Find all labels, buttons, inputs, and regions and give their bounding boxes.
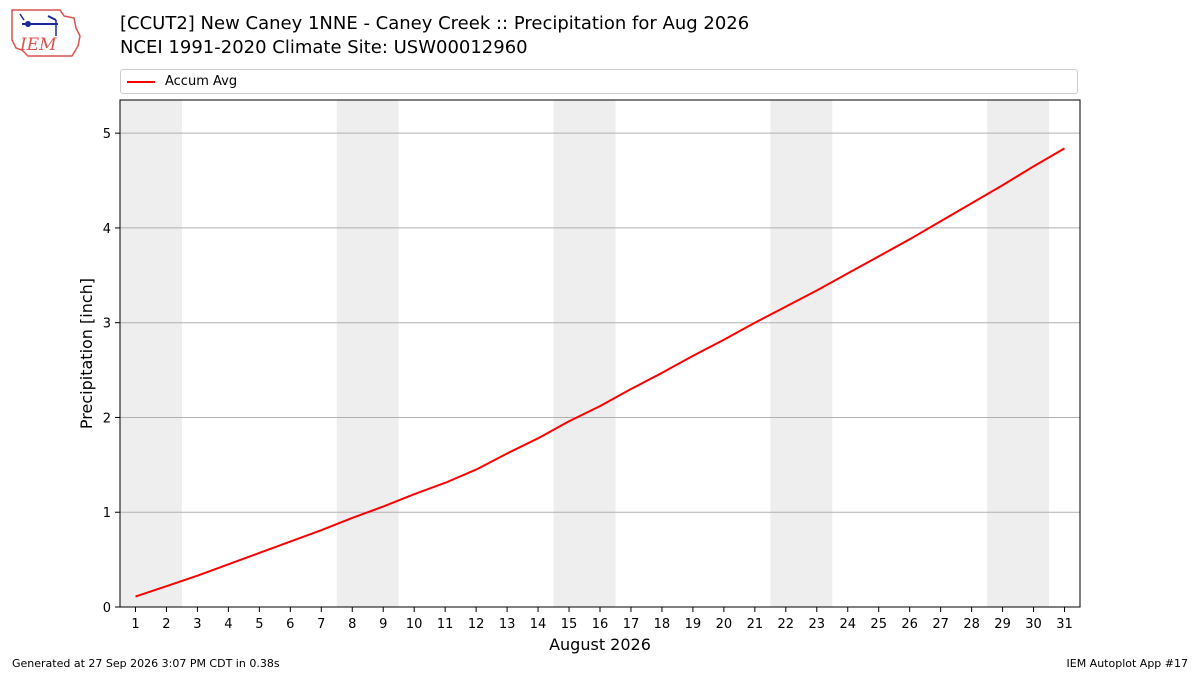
data-point-6: [289, 541, 291, 543]
data-point-17: [630, 388, 632, 390]
xtick-label-12: 12: [468, 617, 485, 632]
data-point-5: [258, 552, 260, 554]
xtick-label-28: 28: [963, 617, 980, 632]
chart-subtitle: NCEI 1991-2020 Climate Site: USW00012960: [120, 37, 528, 58]
ytick-label-3: 3: [103, 317, 111, 332]
ytick-label-1: 1: [103, 506, 111, 521]
xtick-label-21: 21: [747, 617, 764, 632]
data-point-8: [351, 517, 353, 519]
xtick-label-17: 17: [623, 617, 640, 632]
data-point-23: [816, 289, 818, 291]
data-point-11: [444, 482, 446, 484]
xtick-label-29: 29: [994, 617, 1011, 632]
ytick-label-4: 4: [103, 222, 111, 237]
plot-frame: [119, 99, 1081, 608]
xtick-label-1: 1: [131, 617, 139, 632]
xtick-label-18: 18: [654, 617, 671, 632]
xtick-label-31: 31: [1056, 617, 1073, 632]
data-point-29: [1002, 184, 1004, 186]
xtick-label-25: 25: [870, 617, 887, 632]
xtick-label-3: 3: [193, 617, 201, 632]
data-point-21: [754, 322, 756, 324]
legend-label-accum-avg: Accum Avg: [165, 74, 238, 89]
legend: Accum Avg: [120, 69, 1078, 94]
series-line-accum-avg: [135, 147, 1066, 598]
xtick-label-16: 16: [592, 617, 609, 632]
data-point-12: [475, 469, 477, 471]
data-point-10: [413, 493, 415, 495]
xtick-label-15: 15: [561, 617, 578, 632]
data-point-1: [134, 596, 136, 598]
xtick-label-9: 9: [379, 617, 387, 632]
data-point-24: [847, 272, 849, 274]
xtick-label-24: 24: [839, 617, 856, 632]
data-point-9: [382, 506, 384, 508]
ytick-label-2: 2: [103, 411, 111, 426]
data-point-18: [661, 372, 663, 374]
data-point-30: [1033, 165, 1035, 167]
logo-text: IEM: [19, 35, 57, 55]
data-point-27: [940, 220, 942, 222]
xtick-label-4: 4: [224, 617, 232, 632]
y-axis-label: Precipitation [inch]: [77, 278, 96, 429]
footer-app: IEM Autoplot App #17: [1066, 657, 1189, 670]
xtick-label-19: 19: [685, 617, 702, 632]
data-point-3: [196, 575, 198, 577]
data-point-26: [909, 238, 911, 240]
xtick-label-7: 7: [317, 617, 325, 632]
ytick-label-5: 5: [103, 127, 111, 142]
data-point-31: [1064, 147, 1066, 149]
xtick-label-20: 20: [716, 617, 733, 632]
xtick-label-30: 30: [1025, 617, 1042, 632]
data-point-14: [537, 437, 539, 439]
chart-title: [CCUT2] New Caney 1NNE - Caney Creek :: …: [120, 13, 750, 34]
data-point-4: [227, 563, 229, 565]
footer-generated: Generated at 27 Sep 2026 3:07 PM CDT in …: [12, 657, 280, 670]
data-point-19: [692, 355, 694, 357]
data-point-22: [785, 306, 787, 308]
weekend-band-1: [120, 100, 182, 607]
data-point-15: [568, 420, 570, 422]
data-point-20: [723, 339, 725, 341]
ytick-label-0: 0: [103, 601, 111, 616]
xtick-label-23: 23: [809, 617, 826, 632]
xtick-label-14: 14: [530, 617, 547, 632]
iem-logo: IEM: [11, 9, 81, 57]
xtick-label-13: 13: [499, 617, 516, 632]
xtick-label-26: 26: [901, 617, 918, 632]
xtick-label-6: 6: [286, 617, 294, 632]
weekend-band-3: [553, 100, 616, 607]
xtick-label-5: 5: [255, 617, 263, 632]
xtick-label-2: 2: [162, 617, 170, 632]
x-axis-label: August 2026: [549, 635, 651, 654]
xtick-label-27: 27: [932, 617, 949, 632]
weekend-band-2: [336, 100, 399, 607]
data-point-16: [599, 405, 601, 407]
weekend-band-4: [770, 100, 833, 607]
data-point-7: [320, 529, 322, 531]
weekend-band-5: [987, 100, 1050, 607]
data-point-13: [506, 452, 508, 454]
chart-title-block: [CCUT2] New Caney 1NNE - Caney Creek :: …: [120, 12, 749, 60]
legend-swatch-accum-avg: [127, 81, 155, 83]
xtick-label-8: 8: [348, 617, 356, 632]
xtick-label-22: 22: [778, 617, 795, 632]
data-point-28: [971, 202, 973, 204]
data-point-2: [165, 585, 167, 587]
xtick-label-10: 10: [406, 617, 423, 632]
data-point-25: [878, 255, 880, 257]
xtick-label-11: 11: [437, 617, 454, 632]
